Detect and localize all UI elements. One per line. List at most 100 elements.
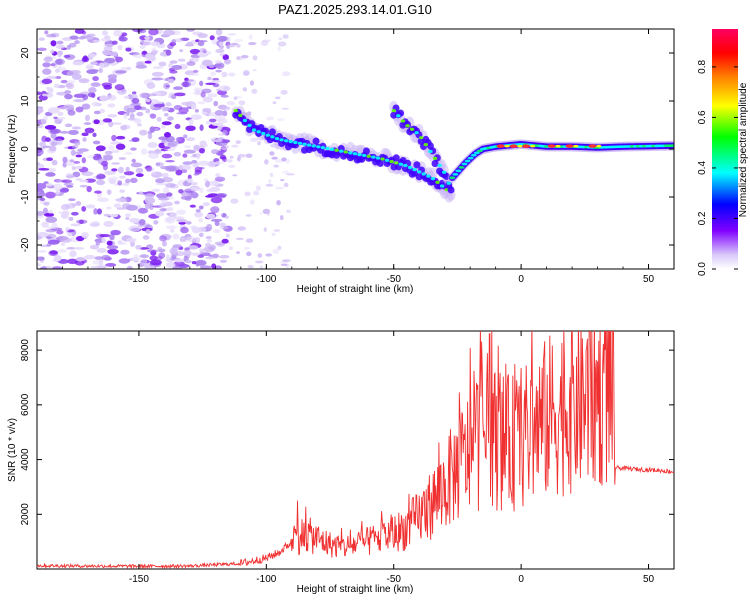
noise-blob (206, 188, 215, 193)
noise-blob (211, 149, 219, 155)
noise-blob (221, 71, 228, 78)
noise-blob (184, 145, 191, 149)
noise-blob (197, 254, 205, 258)
noise-blob (42, 93, 47, 97)
noise-blob (42, 62, 51, 68)
noise-blob (243, 70, 250, 76)
noise-blob (70, 149, 76, 156)
y-tick-label: 0 (20, 146, 31, 152)
noise-blob (38, 37, 45, 41)
noise-blob (178, 107, 189, 114)
colorbar-tick-label: 0.4 (697, 161, 708, 175)
noise-blob (108, 120, 114, 128)
noise-blob (210, 196, 223, 204)
noise-blob (193, 173, 199, 176)
noise-blob (184, 79, 194, 82)
noise-blob (69, 159, 75, 163)
noise-blob (174, 200, 180, 205)
signal-peak (265, 133, 271, 137)
noise-blob (56, 249, 68, 253)
noise-blob (52, 183, 63, 191)
noise-blob (37, 107, 44, 114)
noise-blob (45, 191, 56, 199)
noise-blob (129, 177, 138, 184)
noise-blob (135, 64, 148, 69)
noise-blob (218, 85, 230, 92)
signal-peak (464, 159, 471, 163)
noise-blob (281, 259, 291, 262)
noise-blob (75, 256, 86, 262)
noise-blob (70, 223, 81, 227)
noise-blob (74, 40, 80, 45)
noise-blob (189, 48, 201, 55)
snr-frame (36, 330, 675, 570)
noise-blob (249, 137, 259, 142)
noise-blob (56, 235, 69, 241)
noise-blob (189, 181, 198, 186)
noise-blob (269, 151, 275, 156)
noise-blob (259, 212, 263, 215)
noise-blob (57, 111, 64, 116)
noise-blob (51, 266, 63, 269)
noise-blob (204, 180, 210, 188)
signal-hotspot (504, 144, 510, 148)
noise-blob (123, 112, 128, 120)
signal-peak (320, 146, 326, 150)
noise-blob (261, 39, 271, 43)
noise-blob (71, 144, 79, 150)
noise-blob (280, 89, 288, 95)
signal-hotspot (547, 144, 556, 148)
noise-blob (37, 256, 45, 261)
noise-blob (140, 39, 145, 45)
noise-blob (183, 149, 196, 154)
noise-blob (56, 118, 64, 122)
noise-blob (227, 72, 236, 77)
noise-blob (50, 40, 57, 47)
signal-peak (375, 156, 381, 160)
noise-blob (118, 258, 130, 264)
noise-blob (45, 92, 54, 98)
noise-blob (44, 124, 57, 130)
x-tick-label: -100 (256, 574, 276, 585)
noise-blob (125, 47, 132, 52)
noise-blob (161, 153, 173, 159)
noise-blob (263, 227, 267, 232)
noise-blob (150, 41, 161, 47)
noise-blob (53, 116, 58, 120)
noise-blob (227, 33, 237, 36)
colorbar-gradient (712, 29, 738, 269)
noise-blob (211, 122, 222, 126)
noise-blob (183, 249, 192, 257)
signal-peak (403, 163, 408, 168)
noise-blob (281, 107, 290, 110)
noise-blob (59, 187, 70, 193)
noise-blob (71, 126, 82, 130)
noise-blob (205, 256, 215, 260)
signal-peak (242, 118, 248, 123)
noise-blob (92, 260, 102, 265)
noise-blob (286, 173, 295, 176)
noise-blob (151, 77, 164, 81)
noise-blob (81, 157, 87, 164)
noise-blob (38, 191, 46, 197)
noise-blob (196, 226, 207, 233)
noise-blob (61, 210, 70, 216)
noise-blob (229, 155, 234, 159)
noise-blob (280, 263, 288, 266)
signal-peak (329, 147, 335, 151)
noise-blob (41, 135, 48, 143)
noise-blob (131, 158, 136, 163)
noise-blob (144, 197, 156, 204)
noise-blob (46, 33, 57, 38)
signal-peak (473, 151, 480, 155)
noise-blob (214, 59, 221, 65)
noise-blob (81, 171, 94, 177)
signal-core (431, 159, 439, 168)
noise-blob (217, 118, 228, 124)
noise-blob (157, 246, 163, 252)
signal-peak (283, 139, 289, 143)
noise-blob (89, 39, 94, 43)
noise-blob (201, 59, 213, 67)
signal-peak (669, 144, 674, 148)
noise-blob (186, 61, 196, 66)
